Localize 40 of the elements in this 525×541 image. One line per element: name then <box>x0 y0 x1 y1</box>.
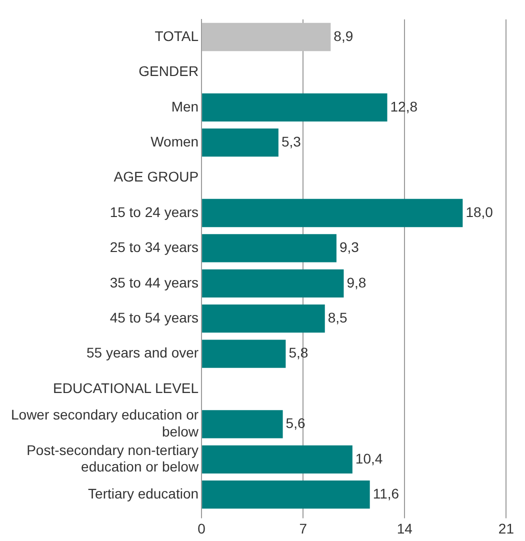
bar <box>202 93 388 122</box>
bar <box>202 269 344 298</box>
data-label: 18,0 <box>466 204 494 220</box>
y-tick-label: Women <box>150 133 199 150</box>
data-label: 9,3 <box>339 239 360 256</box>
data-label: 5,8 <box>288 344 308 361</box>
data-label: 8,5 <box>328 309 348 326</box>
y-tick-label: Tertiary education <box>88 485 199 502</box>
y-tick-label: Lower secondary education or below <box>10 406 200 440</box>
y-tick-label: 55 years and over <box>86 344 199 361</box>
bar <box>202 410 283 438</box>
y-tick-label: GENDER <box>138 63 199 80</box>
bar <box>202 445 352 474</box>
bar <box>202 480 370 509</box>
data-label: 12,8 <box>390 98 418 114</box>
y-tick-label: 35 to 44 years <box>110 274 199 290</box>
y-tick-label: Men <box>171 98 199 114</box>
y-tick-label: 25 to 34 years <box>110 239 199 256</box>
data-label: 10,4 <box>355 450 383 466</box>
data-label: 5,6 <box>286 415 306 432</box>
data-label: 9,8 <box>346 274 366 290</box>
data-label: 5,3 <box>281 133 302 150</box>
x-tick-label: 14 <box>396 520 413 536</box>
bar <box>202 198 463 228</box>
bar <box>202 340 286 368</box>
y-tick-label: AGE GROUP <box>114 168 199 185</box>
y-tick-label: TOTAL <box>154 28 199 44</box>
x-tick-label: 0 <box>198 520 206 536</box>
y-tick-label: 15 to 24 years <box>110 204 199 220</box>
y-tick-label: EDUCATIONAL LEVEL <box>53 380 199 396</box>
bar <box>202 304 325 333</box>
data-label: 11,6 <box>372 485 400 502</box>
y-tick-label: Post-secondary non-tertiary education or below <box>26 442 200 475</box>
bar <box>202 128 278 157</box>
bar <box>202 22 331 52</box>
x-tick-label: 21 <box>498 520 514 536</box>
data-label: 8,9 <box>334 28 354 44</box>
y-tick-label: 45 to 54 years <box>110 309 199 326</box>
x-tick-label: 7 <box>299 520 308 536</box>
bar <box>202 234 336 262</box>
